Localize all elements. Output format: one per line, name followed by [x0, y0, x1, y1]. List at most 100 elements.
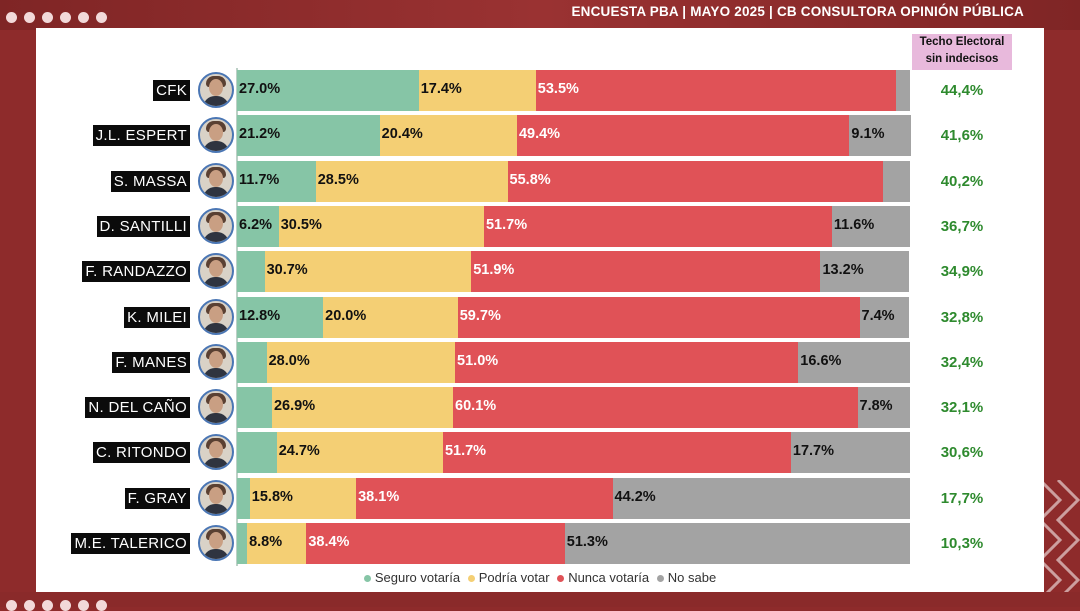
bar-segment-nosabe: 51.3%: [564, 523, 910, 564]
bar-segment-nunca: 53.5%: [535, 70, 896, 111]
bar-segment-podria: 17.4%: [418, 70, 536, 111]
bar-segment-nosabe: 7.4%: [859, 296, 910, 338]
candidate-name: N. DEL CAÑO: [85, 397, 190, 419]
bar-segment-nosabe: 44.2%: [612, 477, 910, 519]
candidate-name: M.E. TALERICO: [71, 533, 190, 554]
data-label: 15.8%: [251, 488, 293, 505]
candidate-avatar: [198, 343, 234, 380]
data-label: 20.0%: [325, 307, 367, 324]
bar-segment-seguro: [237, 251, 265, 293]
bar-segment-podria: 26.9%: [271, 387, 454, 429]
candidate-avatar: [198, 479, 234, 516]
data-label: 11.6%: [833, 216, 875, 233]
candidate-avatar: [198, 434, 234, 471]
bar-segment-seguro: 11.7%: [237, 160, 316, 202]
legend-label: Nunca votaría: [568, 570, 650, 585]
bar-segment-nunca: 59.7%: [457, 296, 860, 338]
bar-segment-seguro: [237, 432, 277, 474]
bar-segment-nunca: 60.1%: [453, 387, 858, 429]
ceiling-value: 17,7%: [940, 489, 984, 507]
candidate-avatar: [198, 162, 234, 199]
bar-segment-nosabe: 9.1%: [849, 115, 911, 157]
ceiling-value: 40,2%: [940, 172, 984, 190]
candidate-name: D. SANTILLI: [96, 215, 190, 237]
ceiling-column-header: Techo Electoral sin indecisos: [912, 34, 1012, 70]
candidate-avatar: [198, 253, 234, 290]
data-label: 13.2%: [822, 262, 864, 279]
bar-segment-podria: 30.5%: [278, 205, 484, 247]
candidate-name: C. RITONDO: [92, 442, 190, 464]
bar-segment-nosabe: [895, 70, 910, 111]
bar-segment-nunca: 38.4%: [306, 523, 565, 564]
data-label: 49.4%: [518, 126, 561, 143]
data-label: 7.4%: [861, 307, 895, 324]
bar-segment-nosabe: [883, 160, 910, 202]
legend-item-nosabe: No sabe: [656, 570, 716, 585]
data-label: 6.2%: [239, 216, 273, 233]
bar-segment-podria: 28.0%: [266, 341, 456, 383]
bar-segment-nosabe: 11.6%: [831, 205, 910, 247]
candidate-avatar: [198, 389, 234, 426]
bar-segment-podria: 20.4%: [379, 115, 517, 157]
bar-segment-seguro: [237, 387, 272, 429]
survey-header: ENCUESTA PBA | MAYO 2025 | CB CONSULTORA…: [571, 4, 1024, 19]
bar-segment-podria: 8.8%: [247, 523, 307, 564]
ceiling-value: 34,9%: [940, 263, 984, 281]
bar-segment-nunca: 51.9%: [471, 251, 821, 293]
bar-segment-seguro: [237, 341, 267, 383]
bar-segment-seguro: 21.2%: [237, 115, 380, 157]
bar-segment-nosabe: 17.7%: [790, 432, 910, 474]
data-label: 9.1%: [851, 126, 885, 143]
data-label: 12.8%: [239, 307, 281, 324]
data-label: 28.5%: [317, 171, 359, 188]
data-label: 28.0%: [268, 352, 310, 369]
bar-segment-podria: 24.7%: [276, 432, 443, 474]
ceiling-value: 41,6%: [940, 127, 984, 145]
candidate-name: S. MASSA: [110, 170, 190, 192]
data-label: 30.7%: [266, 262, 308, 279]
data-label: 38.1%: [358, 488, 400, 505]
candidate-name: F. GRAY: [124, 487, 190, 509]
data-label: 60.1%: [455, 398, 497, 415]
legend-item-seguro: Seguro votaría: [363, 570, 461, 585]
bar-segment-seguro: [237, 523, 248, 564]
legend: Seguro votaría Podría votar Nunca votarí…: [0, 570, 1080, 585]
bar-segment-podria: 20.0%: [323, 296, 458, 338]
data-label: 27.0%: [239, 81, 281, 97]
bar-segment-nunca: 38.1%: [356, 477, 613, 519]
ceiling-value: 32,8%: [940, 308, 984, 326]
data-label: 17.4%: [420, 81, 462, 97]
data-label: 16.6%: [800, 352, 842, 369]
bar-segment-podria: 28.5%: [315, 160, 508, 202]
data-label: 30.5%: [280, 216, 322, 233]
legend-label: Seguro votaría: [374, 570, 461, 585]
bar-segment-nunca: 55.8%: [507, 160, 884, 202]
data-label: 11.7%: [239, 171, 280, 188]
bar-segment-nosabe: 7.8%: [857, 387, 910, 429]
candidate-name: CFK: [153, 80, 190, 101]
ceiling-header-line2: sin indecisos: [925, 53, 999, 65]
data-label: 7.8%: [859, 398, 893, 415]
bottom-strip: [0, 592, 1080, 607]
top-banner: [0, 0, 1080, 30]
data-label: 51.0%: [457, 352, 499, 369]
bar-segment-nunca: 51.7%: [442, 432, 791, 474]
ceiling-header-line1: Techo Electoral: [919, 36, 1005, 48]
ceiling-value: 32,1%: [940, 399, 984, 417]
candidate-name: K. MILEI: [124, 306, 190, 328]
bar-segment-seguro: 27.0%: [237, 70, 419, 111]
candidate-name: J.L. ESPERT: [92, 125, 190, 147]
legend-label: Podría votar: [478, 570, 550, 585]
data-label: 51.7%: [485, 216, 528, 233]
bar-segment-podria: 30.7%: [264, 251, 472, 293]
bar-segment-nunca: 51.7%: [483, 205, 832, 247]
data-label: 20.4%: [381, 126, 423, 143]
data-label: 26.9%: [273, 398, 316, 415]
data-label: 59.7%: [459, 307, 501, 324]
data-label: 21.2%: [239, 126, 281, 143]
data-label: 38.4%: [308, 534, 350, 550]
bar-segment-seguro: 6.2%: [237, 205, 279, 247]
data-label: 44.2%: [614, 488, 656, 505]
candidate-avatar: [198, 298, 234, 335]
ceiling-value: 10,3%: [940, 535, 984, 552]
